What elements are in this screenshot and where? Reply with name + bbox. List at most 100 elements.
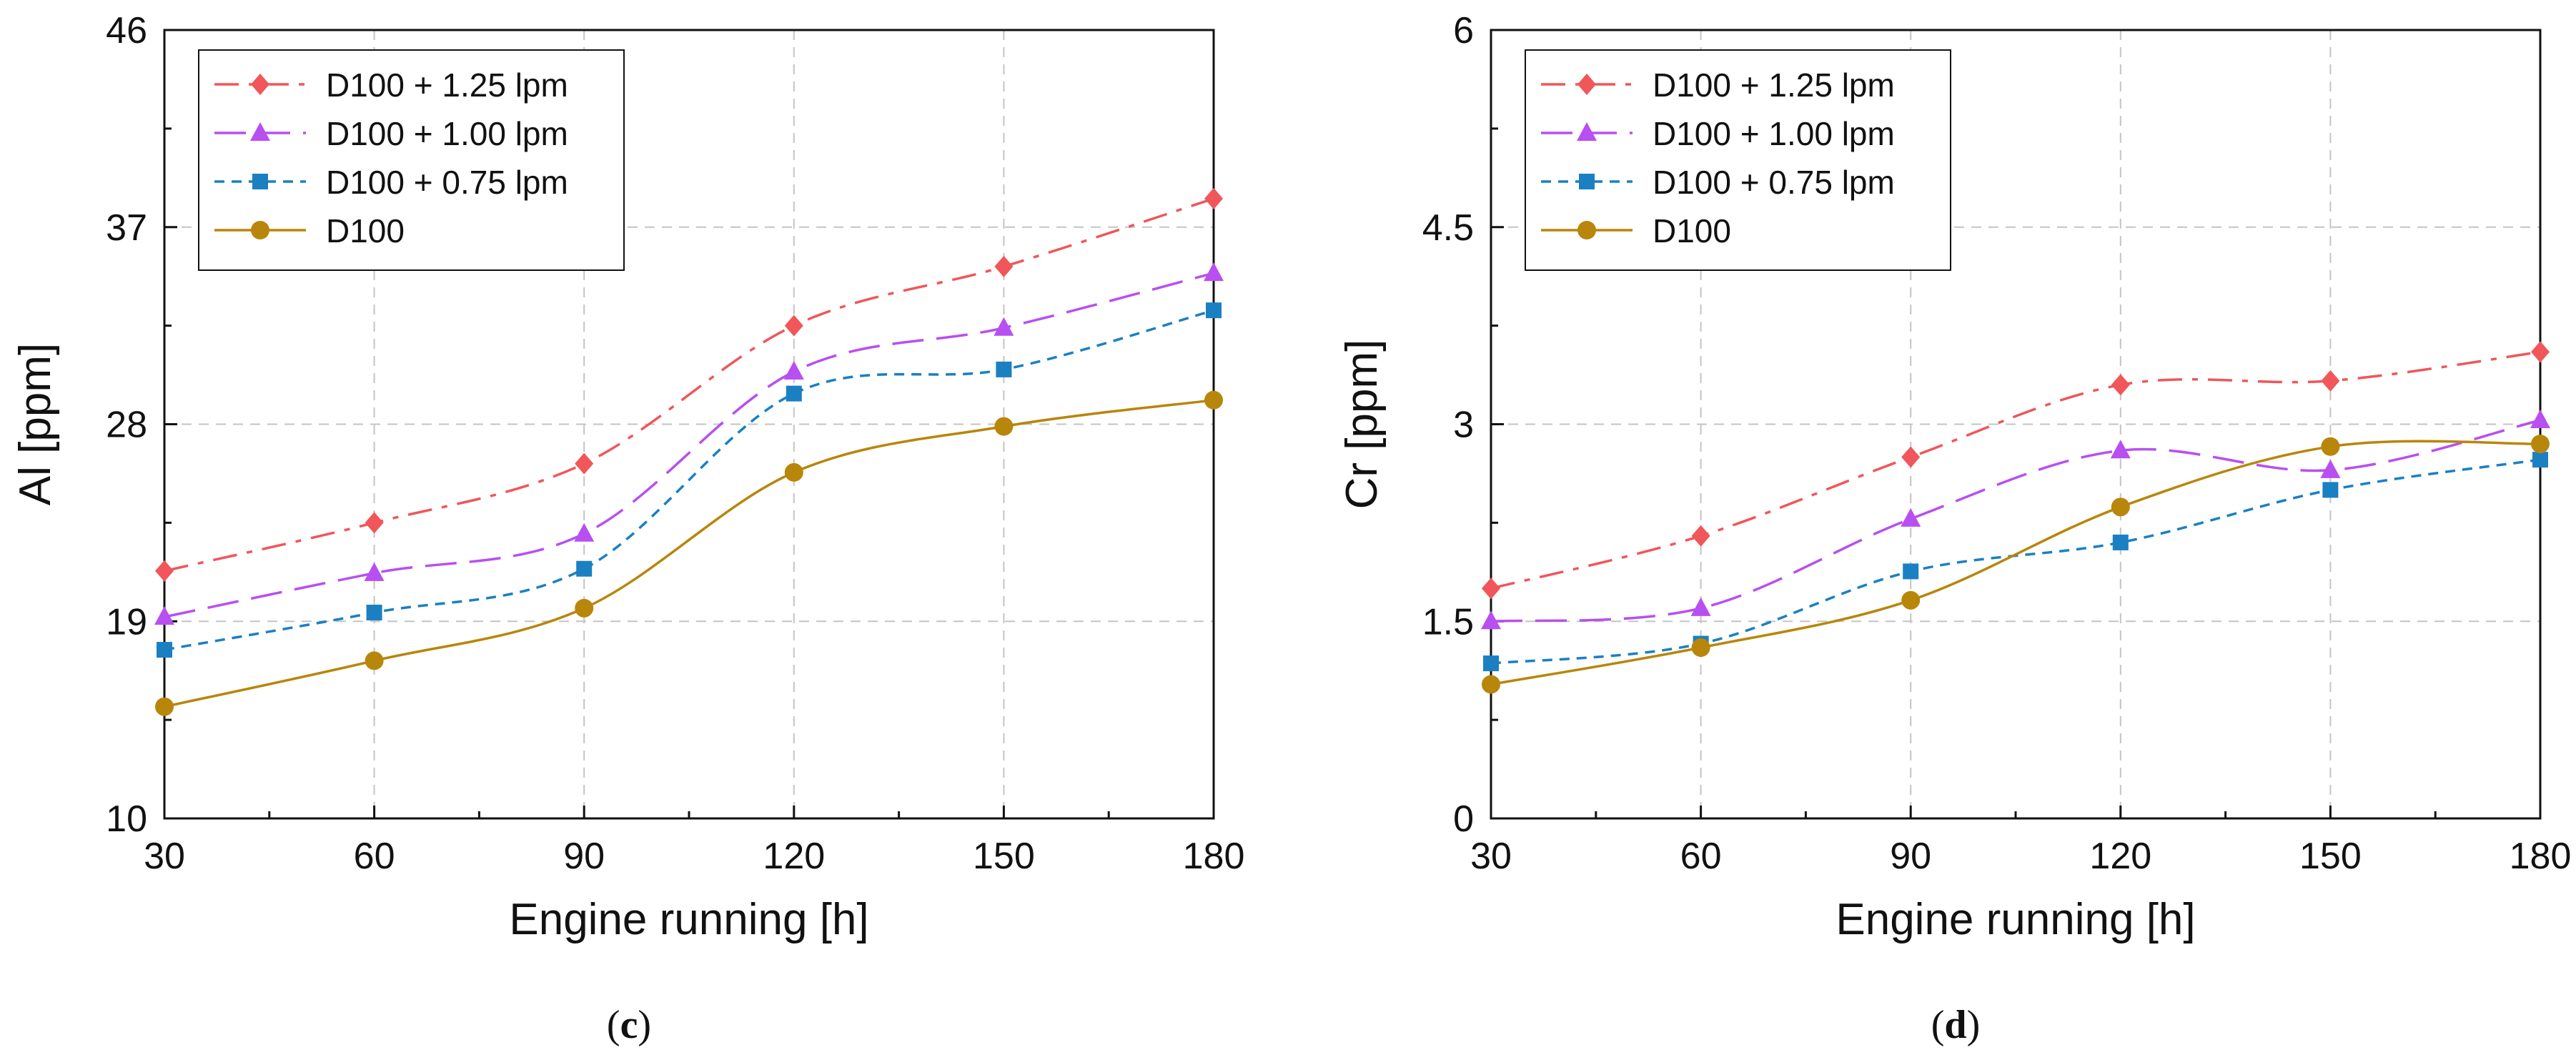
square-marker xyxy=(157,642,172,658)
diamond-marker xyxy=(1691,525,1710,547)
caption-letter: d xyxy=(1944,1003,1966,1047)
y-tick-label: 10 xyxy=(106,798,147,840)
circle-marker xyxy=(365,651,384,670)
triangle-marker xyxy=(994,317,1014,336)
legend-label: D100 + 1.00 lpm xyxy=(1653,115,1895,152)
triangle-marker xyxy=(1577,122,1597,141)
diamond-marker xyxy=(1577,74,1596,95)
x-tick-label: 90 xyxy=(1890,836,1931,877)
square-marker xyxy=(1903,563,1919,580)
circle-marker xyxy=(2111,497,2130,517)
circle-marker xyxy=(575,598,594,618)
legend-label: D100 + 1.25 lpm xyxy=(326,66,568,104)
x-tick-label: 150 xyxy=(973,836,1035,877)
y-axis-label: Cr [ppm] xyxy=(1337,340,1387,510)
triangle-marker xyxy=(2320,459,2341,478)
y-tick-label: 19 xyxy=(106,601,147,643)
x-axis-label: Engine running [h] xyxy=(509,895,868,944)
legend-box xyxy=(198,49,625,271)
data-series xyxy=(155,187,1223,582)
circle-marker xyxy=(1691,638,1710,658)
y-tick-label: 28 xyxy=(106,405,147,446)
diamond-marker xyxy=(994,255,1014,277)
y-tick-label: 46 xyxy=(106,10,147,51)
x-tick-label: 30 xyxy=(1470,836,1512,877)
data-series xyxy=(1482,341,2550,600)
triangle-marker xyxy=(783,360,804,380)
caption-close-paren: ) xyxy=(638,1003,651,1047)
diamond-marker xyxy=(1482,578,1500,600)
legend: D100 + 1.25 lpm D100 + 1.00 lpm D100 + 0.7… xyxy=(1525,49,1951,271)
y-tick-label: 1.5 xyxy=(1422,601,1474,643)
caption-open-paren: ( xyxy=(607,1003,620,1047)
triangle-marker xyxy=(2110,440,2131,459)
caption-open-paren: ( xyxy=(1931,1003,1945,1047)
diamond-marker xyxy=(2531,341,2550,363)
triangle-marker xyxy=(2530,409,2550,428)
triangle-marker xyxy=(1204,262,1224,282)
square-marker xyxy=(2112,534,2129,550)
caption-letter: c xyxy=(620,1003,638,1047)
data-series xyxy=(157,302,1222,658)
series-line xyxy=(1490,440,2541,686)
circle-marker xyxy=(2531,435,2550,454)
y-tick-label: 6 xyxy=(1453,10,1474,51)
x-tick-label: 60 xyxy=(1680,836,1722,877)
series-line xyxy=(1490,350,2541,590)
square-marker xyxy=(1206,302,1222,319)
triangle-marker xyxy=(154,606,174,625)
triangle-marker xyxy=(574,522,595,542)
x-axis-label: Engine running [h] xyxy=(1836,895,2195,944)
triangle-marker xyxy=(364,562,385,581)
square-marker xyxy=(2322,482,2339,498)
series-line xyxy=(164,197,1214,573)
x-tick-label: 120 xyxy=(2089,836,2151,877)
diamond-marker xyxy=(575,452,594,475)
diamond-marker xyxy=(1204,187,1223,209)
circle-marker xyxy=(1204,390,1223,410)
x-tick-label: 60 xyxy=(354,836,395,877)
square-marker xyxy=(366,604,382,620)
circle-marker xyxy=(784,462,803,482)
diamond-marker xyxy=(365,512,384,534)
panel-caption-c: (c) xyxy=(607,1003,651,1047)
y-tick-label: 4.5 xyxy=(1422,207,1474,249)
diamond-marker xyxy=(1901,446,1921,468)
x-tick-label: 30 xyxy=(144,836,185,877)
legend-label: D100 + 0.75 lpm xyxy=(1653,164,1895,201)
circle-marker xyxy=(2321,437,2340,456)
caption-close-paren: ) xyxy=(1967,1003,1981,1047)
square-marker xyxy=(2532,452,2548,468)
legend-label: D100 xyxy=(1653,212,1731,249)
legend-box xyxy=(1525,49,1951,271)
diamond-marker xyxy=(251,74,269,95)
y-axis-label: Al [ppm] xyxy=(11,343,60,505)
legend: D100 + 1.25 lpm D100 + 1.00 lpm D100 + 0.7… xyxy=(198,49,625,271)
circle-marker xyxy=(1482,675,1500,694)
x-tick-label: 90 xyxy=(563,836,605,877)
series-line xyxy=(164,399,1214,708)
diamond-marker xyxy=(155,560,174,582)
y-tick-label: 37 xyxy=(106,207,147,249)
circle-marker xyxy=(1901,590,1921,610)
data-series xyxy=(155,390,1223,716)
diamond-marker xyxy=(2111,374,2130,396)
panel-caption-d: (d) xyxy=(1931,1003,1980,1047)
diamond-marker xyxy=(784,314,803,337)
square-marker xyxy=(576,560,593,577)
triangle-marker xyxy=(1481,610,1501,630)
x-tick-label: 150 xyxy=(2299,836,2362,877)
square-marker xyxy=(786,385,802,402)
triangle-marker xyxy=(1690,597,1711,616)
legend-label: D100 + 0.75 lpm xyxy=(326,164,568,201)
series-line xyxy=(164,272,1214,618)
x-tick-label: 180 xyxy=(1183,836,1245,877)
circle-marker xyxy=(994,417,1014,436)
diamond-marker xyxy=(2321,370,2340,392)
x-tick-label: 180 xyxy=(2510,836,2572,877)
data-series xyxy=(1482,435,2550,694)
series-line xyxy=(1490,458,2541,665)
y-tick-label: 0 xyxy=(1453,798,1474,840)
legend-label: D100 + 1.25 lpm xyxy=(1653,66,1895,104)
